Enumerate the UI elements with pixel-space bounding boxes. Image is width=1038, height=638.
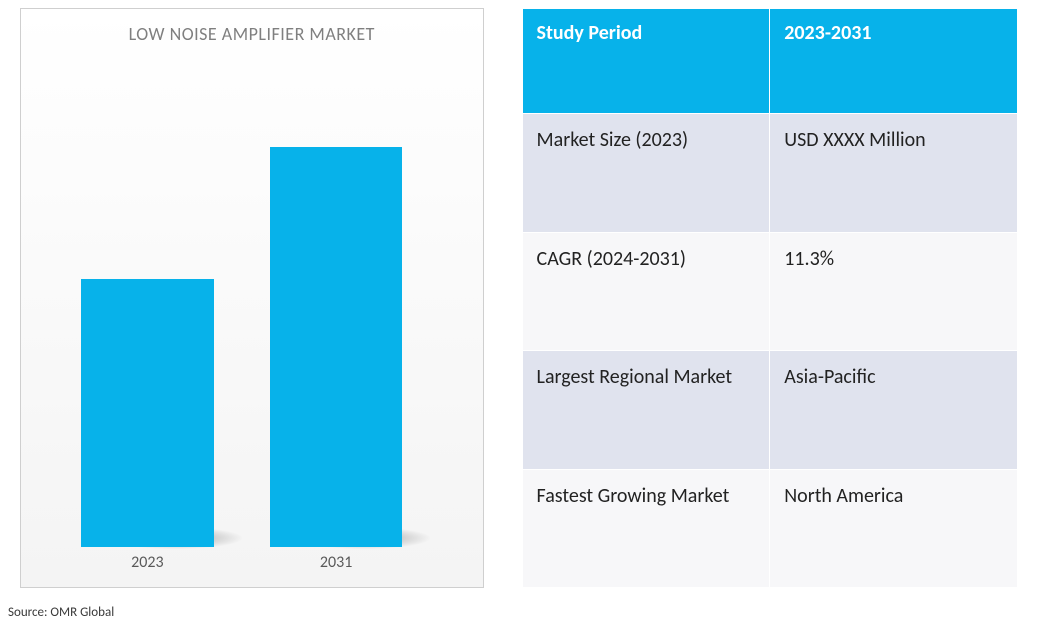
table-cell-value: 11.3% [770,232,1018,350]
x-axis-label: 2023 [131,553,163,572]
table-cell-label: Market Size (2023) [522,114,770,232]
table-cell-label: CAGR (2024-2031) [522,232,770,350]
table-row: Largest Regional Market Asia-Pacific [522,351,1017,469]
table-cell-value: North America [770,469,1018,587]
table-row: Fastest Growing Market North America [522,469,1017,587]
chart-title: LOW NOISE AMPLIFIER MARKET [21,9,483,53]
table-cell-value: USD XXXX Million [770,114,1018,232]
table-header-right: 2023-2031 [770,9,1018,114]
table-row: Market Size (2023) USD XXXX Million [522,114,1017,232]
chart-bar [270,147,403,547]
chart-x-axis: 2023 2031 [51,553,453,577]
table-header-left: Study Period [522,9,770,114]
bar-chart-panel: LOW NOISE AMPLIFIER MARKET 2023 2031 [20,8,484,588]
table-row: CAGR (2024-2031) 11.3% [522,232,1017,350]
source-attribution: Source: OMR Global [8,605,114,620]
table-cell-label: Largest Regional Market [522,351,770,469]
chart-bar [81,279,214,547]
table-cell-value: Asia-Pacific [770,351,1018,469]
table-header-row: Study Period 2023-2031 [522,9,1017,114]
chart-plot-area [51,59,453,547]
x-axis-label: 2031 [320,553,352,572]
table-cell-label: Fastest Growing Market [522,469,770,587]
info-table: Study Period 2023-2031 Market Size (2023… [522,8,1018,588]
